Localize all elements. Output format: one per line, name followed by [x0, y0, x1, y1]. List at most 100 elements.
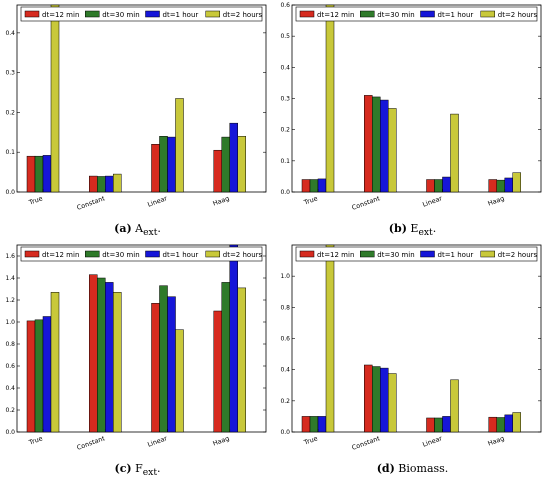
bar-dt-2-hours-constant	[113, 173, 122, 193]
bar-dt-1-hour-true	[317, 178, 327, 193]
legend-label-dt-30-min: dt=30 min	[377, 11, 414, 19]
bar-dt-2-hours-constant	[388, 373, 397, 433]
bar-dt-12-min-haag	[213, 310, 222, 433]
plot-frame	[16, 4, 267, 193]
x-tick-label-linear: Linear	[421, 434, 443, 449]
y-tick-label: 0.2	[280, 398, 290, 405]
legend-label-dt-2-hours: dt=2 hours	[498, 251, 538, 259]
y-tick-label: 0.4	[280, 64, 290, 71]
bar-dt-1-hour-true	[317, 416, 327, 433]
legend-swatch-dt-30-min	[85, 10, 100, 18]
legend-swatch-dt-12-min	[299, 10, 315, 18]
bar-dt-1-hour-linear	[167, 136, 176, 193]
y-tick-label: 0.6	[5, 363, 15, 370]
bar-dt-12-min-constant	[89, 175, 98, 193]
y-tick-label: 0.2	[5, 407, 15, 414]
bar-dt-12-min-constant	[364, 95, 373, 193]
legend-label-dt-2-hours: dt=2 hours	[223, 11, 263, 19]
bar-dt-2-hours-constant	[388, 108, 397, 193]
bar-dt-2-hours-linear	[450, 379, 459, 433]
bar-dt-12-min-true	[301, 416, 311, 433]
bar-dt-2-hours-haag	[512, 412, 521, 433]
legend-swatch-dt-2-hours	[480, 250, 495, 258]
bar-dt-12-min-constant	[89, 274, 98, 433]
legend-swatch-dt-2-hours	[205, 250, 220, 258]
y-tick-label: 0.2	[5, 109, 15, 116]
legend-swatch-dt-1-hour	[145, 250, 160, 258]
legend-swatch-dt-1-hour	[420, 250, 435, 258]
legend-swatch-dt-30-min	[85, 250, 100, 258]
bar-dt-1-hour-haag	[229, 122, 238, 193]
bar-dt-30-min-constant	[372, 366, 381, 433]
y-tick-label: 1.2	[5, 297, 15, 304]
legend-label-dt-1-hour: dt=1 hour	[163, 251, 199, 259]
y-tick-label: 0.3	[5, 70, 15, 77]
y-tick-label: 0.8	[280, 304, 290, 311]
bar-dt-1-hour-constant	[105, 282, 114, 433]
chart-panel-b: 0.0 0.1 0.2 0.3 0.4 0.5 0.6 True Constant Linear H…	[275, 0, 550, 240]
caption-a: (a) Aext.	[114, 222, 161, 239]
bar-dt-1-hour-linear	[442, 416, 451, 433]
bar-dt-2-hours-true	[50, 4, 60, 193]
x-tick-label-haag: Haag	[487, 434, 506, 447]
bar-dt-12-min-true	[301, 179, 311, 193]
x-tick-label-true: True	[302, 194, 319, 207]
legend-label-dt-2-hours: dt=2 hours	[498, 11, 538, 19]
y-tick-label: 0.2	[280, 127, 290, 134]
legend-label-dt-30-min: dt=30 min	[377, 251, 414, 259]
caption-b: (b) Eext.	[388, 222, 437, 239]
bar-dt-1-hour-linear	[167, 296, 176, 433]
legend-box	[20, 6, 263, 22]
legend-swatch-dt-1-hour	[420, 10, 435, 18]
legend-box	[295, 246, 538, 262]
bar-dt-30-min-constant	[97, 277, 106, 433]
bar-dt-12-min-haag	[488, 416, 497, 433]
bar-dt-1-hour-haag	[504, 177, 513, 193]
y-tick-label: 0.4	[5, 30, 15, 37]
bar-dt-30-min-haag	[496, 417, 505, 433]
y-tick-label: 0.5	[280, 33, 290, 40]
bar-dt-2-hours-linear	[450, 113, 459, 193]
bar-dt-2-hours-linear	[175, 98, 184, 193]
y-tick-label: 0.6	[280, 336, 290, 343]
bar-dt-1-hour-linear	[442, 176, 451, 193]
bar-dt-2-hours-true	[50, 292, 60, 433]
y-tick-label: 1.6	[5, 253, 15, 260]
y-tick-label: 0.0	[280, 189, 290, 196]
bar-dt-30-min-true	[34, 155, 44, 193]
y-tick-label: 0.6	[280, 2, 290, 9]
x-tick-label-true: True	[302, 434, 319, 447]
legend-label-dt-2-hours: dt=2 hours	[223, 251, 263, 259]
legend-swatch-dt-12-min	[24, 10, 40, 18]
y-tick-label: 0.4	[5, 385, 15, 392]
x-tick-label-constant: Constant	[76, 194, 107, 212]
legend-swatch-dt-1-hour	[145, 10, 160, 18]
legend-swatch-dt-12-min	[24, 250, 40, 258]
bar-chart-b: 0.0 0.1 0.2 0.3 0.4 0.5 0.6 True Constant Linear H…	[280, 2, 542, 212]
legend-label-dt-30-min: dt=30 min	[102, 11, 139, 19]
chart-panel-d: 0.0 0.2 0.4 0.6 0.8 1.0 True Constant Linear Haag…	[275, 240, 550, 480]
bar-dt-12-min-linear	[151, 144, 160, 193]
legend-label-dt-1-hour: dt=1 hour	[438, 11, 474, 19]
bar-dt-12-min-true	[26, 155, 36, 193]
legend-swatch-dt-2-hours	[205, 10, 220, 18]
legend-box	[20, 246, 263, 262]
bar-dt-12-min-linear	[426, 179, 435, 193]
legend-label-dt-30-min: dt=30 min	[102, 251, 139, 259]
bar-dt-1-hour-constant	[380, 367, 389, 433]
bar-dt-1-hour-constant	[105, 175, 114, 193]
bar-chart-d: 0.0 0.2 0.4 0.6 0.8 1.0 True Constant Linear Haag…	[280, 244, 542, 452]
bar-dt-2-hours-linear	[175, 329, 184, 433]
x-tick-label-true: True	[27, 434, 44, 447]
y-tick-label: 0.3	[280, 96, 290, 103]
bar-dt-12-min-linear	[151, 303, 160, 433]
y-tick-label: 0.4	[280, 367, 290, 374]
y-tick-label: 0.1	[5, 149, 15, 156]
caption-c: (c) Fext.	[114, 462, 161, 479]
bar-dt-1-hour-constant	[380, 99, 389, 193]
caption-d: (d) Biomass.	[376, 462, 449, 475]
x-tick-label-haag: Haag	[212, 434, 231, 447]
bar-dt-12-min-haag	[213, 149, 222, 193]
y-tick-label: 0.0	[280, 429, 290, 436]
legend-swatch-dt-30-min	[360, 250, 375, 258]
